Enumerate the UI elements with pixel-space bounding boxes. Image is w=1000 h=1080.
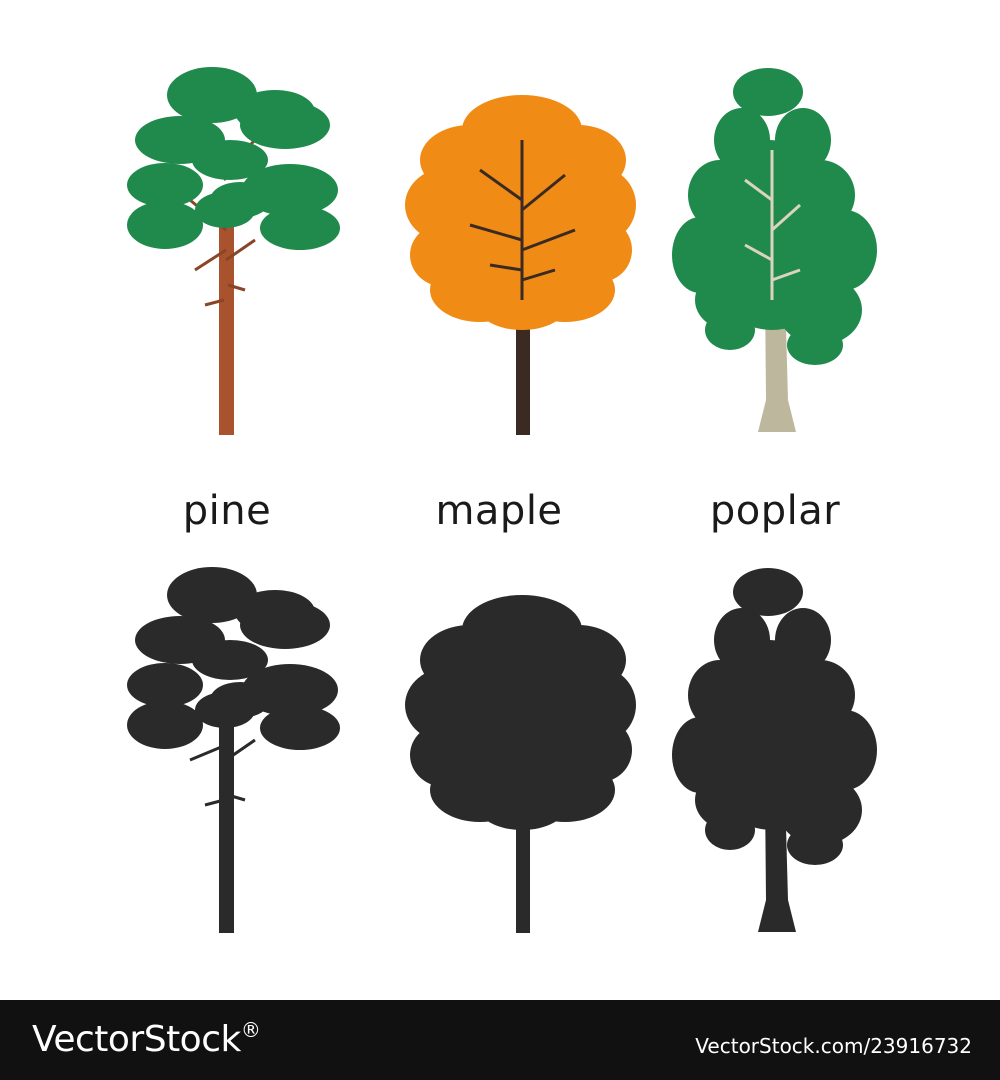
pine-tree-silhouette <box>127 567 340 933</box>
maple-tree-colored <box>405 95 636 435</box>
tree-illustration <box>127 67 877 933</box>
maple-tree-silhouette <box>405 595 636 933</box>
registered-mark: ® <box>240 1018 261 1042</box>
maple-label: maple <box>435 488 563 534</box>
poplar-tree-colored <box>672 68 877 432</box>
poplar-label: poplar <box>709 488 841 534</box>
pine-label: pine <box>182 488 272 534</box>
vectorstock-logo: VectorStock® <box>32 1018 261 1060</box>
watermark-footer: VectorStock® VectorStock.com/23916732 <box>0 1000 1000 1080</box>
image-credit: VectorStock.com/23916732 <box>695 1034 972 1058</box>
poplar-tree-silhouette <box>672 568 877 932</box>
brand-name: VectorStock <box>32 1019 241 1060</box>
pine-tree-colored <box>127 67 340 435</box>
